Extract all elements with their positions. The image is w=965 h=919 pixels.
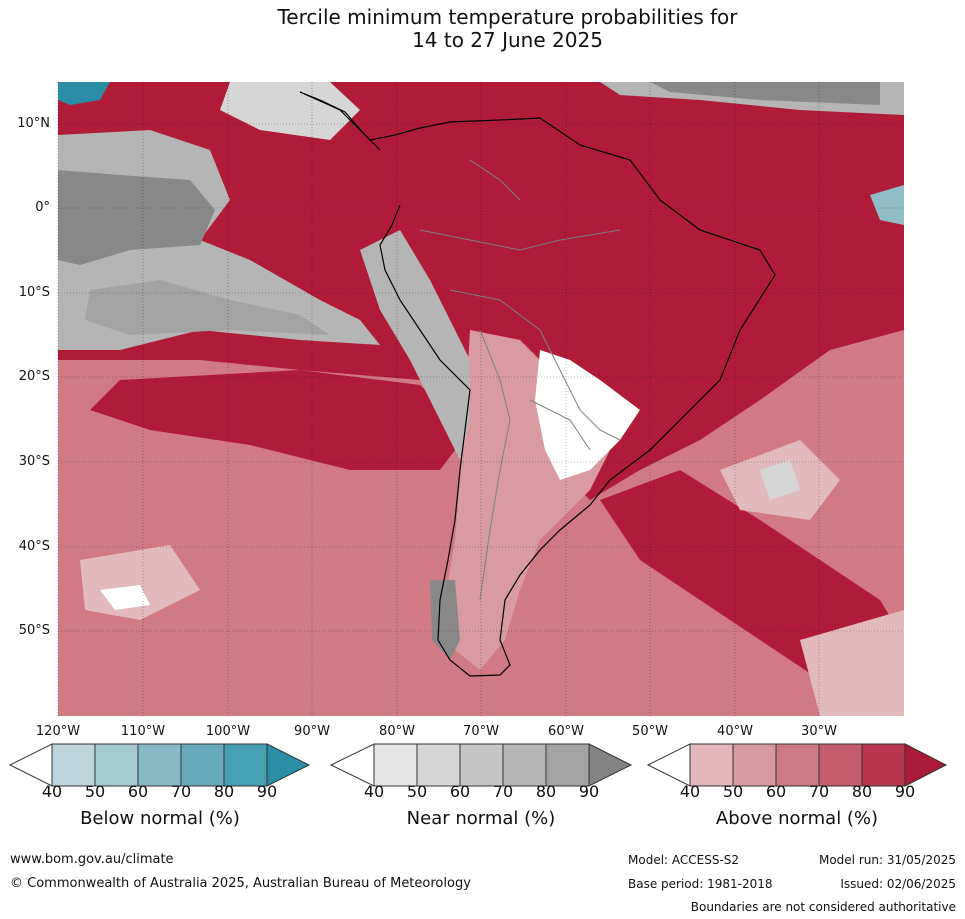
colorbar-above-normal bbox=[646, 743, 948, 787]
near-normal-core-pacific bbox=[58, 170, 215, 265]
white-patch-pacific bbox=[100, 585, 150, 610]
lat-label: 0° bbox=[35, 200, 50, 215]
lon-label: 100°W bbox=[205, 724, 251, 739]
footer-disclaimer: Boundaries are not considered authoritat… bbox=[690, 900, 956, 914]
footer-base-period: Base period: 1981-2018 bbox=[628, 877, 773, 891]
near-normal-central-america bbox=[220, 82, 360, 140]
near-50-patch-atlantic bbox=[760, 460, 800, 500]
colorbar-tick: 70 bbox=[492, 782, 514, 801]
colorbar-title-near: Near normal (%) bbox=[406, 808, 556, 829]
above-90-north-region bbox=[58, 82, 904, 500]
lon-label: 110°W bbox=[120, 724, 166, 739]
colorbar-tick: 90 bbox=[256, 782, 278, 801]
near-normal-pacific-patch bbox=[85, 280, 330, 335]
lon-label: 30°W bbox=[801, 724, 837, 739]
colorbar-title-below: Below normal (%) bbox=[80, 808, 240, 829]
country-borders bbox=[419, 159, 621, 601]
colorbar-title-above: Above normal (%) bbox=[715, 808, 879, 829]
colorbar-tick: 80 bbox=[851, 782, 873, 801]
lon-label: 70°W bbox=[463, 724, 499, 739]
footer-copyright: © Commonwealth of Australia 2025, Austra… bbox=[10, 876, 471, 891]
lat-label: 10°N bbox=[17, 116, 50, 131]
colorbar-tick: 50 bbox=[84, 782, 106, 801]
lon-label: 50°W bbox=[632, 724, 668, 739]
colorbar-below-normal bbox=[8, 743, 311, 787]
lat-label: 50°S bbox=[18, 623, 50, 638]
colorbar-tick: 50 bbox=[722, 782, 744, 801]
colorbar-tick: 60 bbox=[449, 782, 471, 801]
colorbar-tick: 90 bbox=[578, 782, 600, 801]
above-90-pacific-band bbox=[90, 370, 470, 470]
colorbar-tick: 50 bbox=[406, 782, 428, 801]
chart-title-line1: Tercile minimum temperature probabilitie… bbox=[277, 5, 738, 29]
lon-label: 120°W bbox=[35, 724, 81, 739]
central-america-coastline bbox=[299, 91, 381, 151]
graticule bbox=[57, 82, 904, 716]
colorbar-tick: 60 bbox=[765, 782, 787, 801]
above-40-patch-southeast bbox=[800, 610, 904, 716]
below-normal-atlantic-eq bbox=[870, 185, 904, 225]
footer-url: www.bom.gov.au/climate bbox=[10, 852, 174, 867]
lon-label: 60°W bbox=[548, 724, 584, 739]
below-normal-pacific-nw bbox=[58, 82, 110, 105]
colorbar-tick: 40 bbox=[679, 782, 701, 801]
south-america-coastline bbox=[299, 91, 776, 677]
near-normal-caribbean-core bbox=[650, 82, 880, 105]
lon-label: 80°W bbox=[379, 724, 415, 739]
footer-model: Model: ACCESS-S2 bbox=[628, 853, 740, 867]
footer-model-run: Model run: 31/05/2025 bbox=[818, 853, 956, 867]
lat-label: 40°S bbox=[18, 539, 50, 554]
white-interior-region bbox=[535, 350, 640, 480]
colorbar-near-normal bbox=[329, 743, 633, 787]
colorbar-tick: 40 bbox=[363, 782, 385, 801]
lat-label: 10°S bbox=[18, 285, 50, 300]
lat-label: 30°S bbox=[18, 454, 50, 469]
footer-issued: Issued: 02/06/2025 bbox=[840, 877, 956, 891]
near-normal-andes-west bbox=[360, 230, 470, 460]
colorbar-tick: 70 bbox=[170, 782, 192, 801]
chart-title-line2: 14 to 27 June 2025 bbox=[412, 28, 603, 52]
colorbar-tick: 40 bbox=[41, 782, 63, 801]
colorbar-tick: 60 bbox=[127, 782, 149, 801]
colorbar-tick: 80 bbox=[213, 782, 235, 801]
lon-label: 40°W bbox=[717, 724, 753, 739]
lat-label: 20°S bbox=[18, 369, 50, 384]
colorbar-tick: 70 bbox=[808, 782, 830, 801]
lon-label: 90°W bbox=[294, 724, 330, 739]
colorbar-tick: 90 bbox=[894, 782, 916, 801]
colorbar-tick: 80 bbox=[535, 782, 557, 801]
